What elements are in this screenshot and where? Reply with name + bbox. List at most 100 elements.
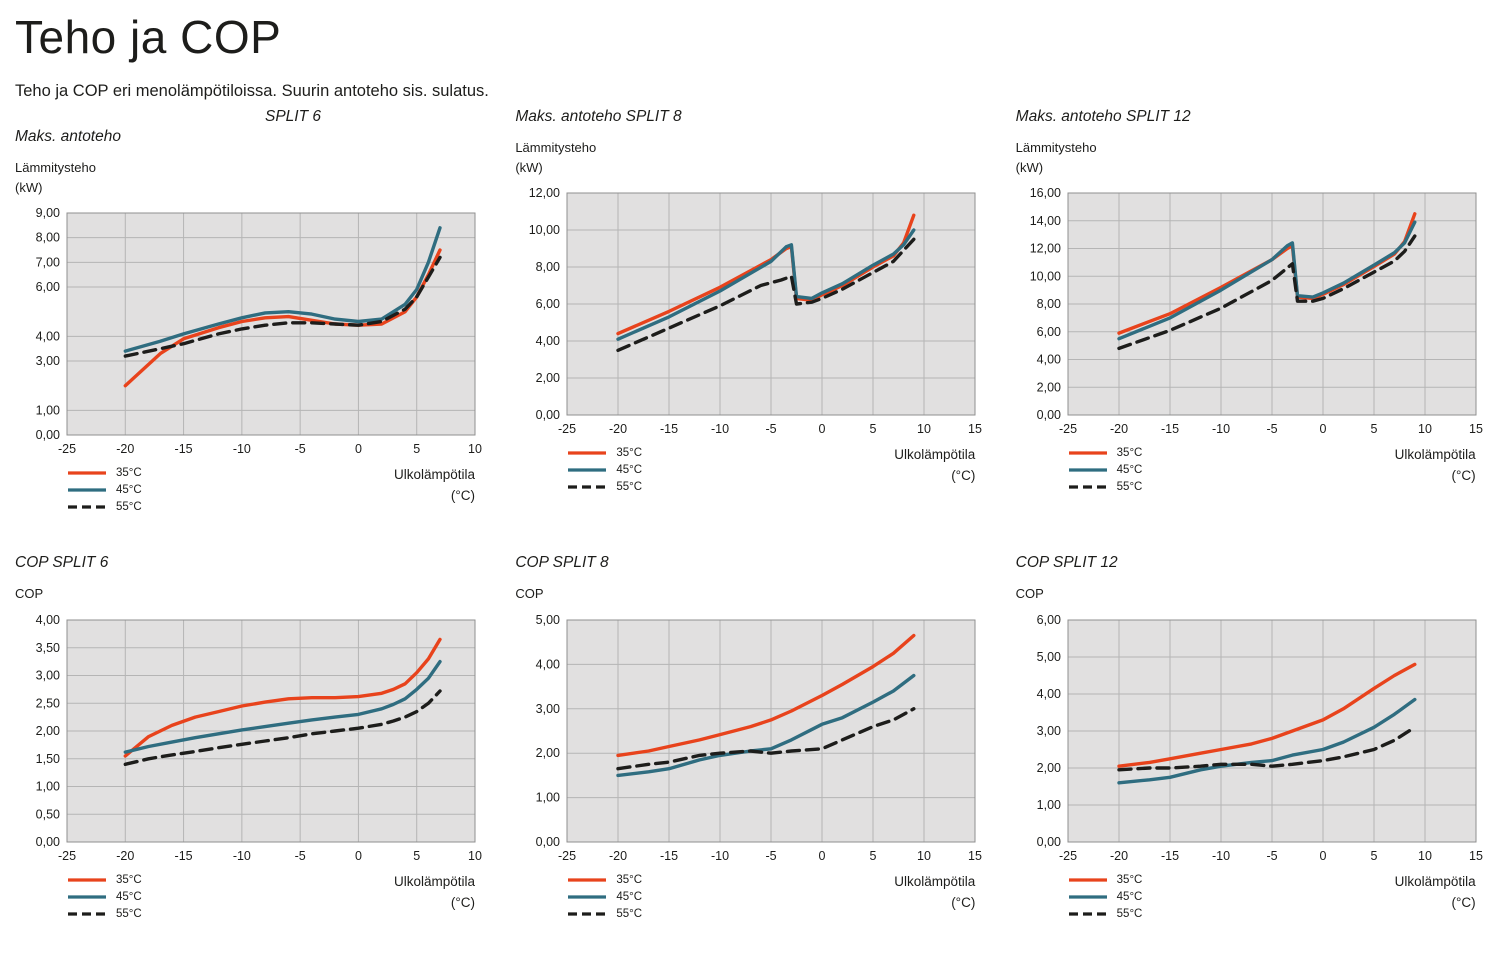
plot-area: 0,00 1,00 2,00 3,00 4,00 5,00 6,00 -25 -20 -15 -10… <box>1016 612 1502 870</box>
svg-text:2,00: 2,00 <box>36 724 60 738</box>
svg-text:-20: -20 <box>1110 849 1128 863</box>
svg-text:3,50: 3,50 <box>36 641 60 655</box>
svg-text:-25: -25 <box>1059 422 1077 436</box>
legend-swatch-icon <box>68 912 106 916</box>
series-line-1 <box>1116 220 1417 341</box>
svg-text:1,00: 1,00 <box>536 791 560 805</box>
svg-text:-25: -25 <box>58 442 76 456</box>
series-line-1 <box>123 660 442 755</box>
legend-swatch-icon <box>1068 451 1107 455</box>
plot-svg: 0,00 2,00 4,00 6,00 8,00 10,00 12,00 14,00 16,00… <box>1029 186 1482 436</box>
plot-area: 0,00 1,00 2,00 3,00 4,00 5,00 -25 -20 -15 -10 -5 0 5… <box>515 612 1001 870</box>
series-line-1 <box>123 226 442 354</box>
x-axis-label: Ulkolämpötila (°C) <box>393 874 475 910</box>
legend-swatch-icon <box>568 912 607 916</box>
chart-1: Maks. antoteho SPLIT 8 Lämmitysteho (kW) … <box>515 108 1001 518</box>
svg-text:12,00: 12,00 <box>529 186 560 200</box>
svg-text:-20: -20 <box>116 849 134 863</box>
svg-text:6,00: 6,00 <box>36 280 60 294</box>
x-axis-label: Ulkolämpötila (°C) <box>393 467 475 503</box>
chart-title: COP SPLIT 6 <box>15 554 109 572</box>
svg-text:4,00: 4,00 <box>1036 687 1060 701</box>
svg-text:8,00: 8,00 <box>1036 297 1060 311</box>
chart-4: COP SPLIT 8 COP 0,00 1,00 2,00 3,00 4,00 5,00… <box>515 554 1001 925</box>
y-axis-label: COP <box>15 586 44 602</box>
svg-text:5,00: 5,00 <box>1036 650 1060 664</box>
svg-text:8,00: 8,00 <box>536 260 560 274</box>
series-line-1 <box>1116 698 1417 785</box>
svg-text:0,50: 0,50 <box>36 808 60 822</box>
series-line-2 <box>1116 725 1417 772</box>
svg-text:5: 5 <box>1370 849 1377 863</box>
legend-item-1: 45°C <box>1068 464 1142 476</box>
plot-svg: 0,00 1,00 2,00 3,00 4,00 5,00 6,00 -25 -20 -15 -10… <box>1036 613 1482 863</box>
svg-text:5: 5 <box>413 442 420 456</box>
legend-item-0: 35°C <box>567 874 642 886</box>
svg-text:2,00: 2,00 <box>536 371 560 385</box>
svg-text:15: 15 <box>968 849 982 863</box>
svg-text:-20: -20 <box>609 849 627 863</box>
chart-footer: 35°C 45°C 55°C Ulkolämpötila (°C) <box>567 445 975 498</box>
svg-text:10: 10 <box>1418 849 1432 863</box>
svg-text:0,00: 0,00 <box>536 408 560 422</box>
y-axis-label: Lämmitysteho (kW) <box>1015 140 1097 175</box>
legend-label: 55°C <box>616 481 643 494</box>
chart-title: Maks. antoteho SPLIT 12 <box>1015 108 1191 126</box>
svg-text:3,00: 3,00 <box>36 669 60 683</box>
series-line-0 <box>123 637 442 758</box>
chart-title: Maks. antoteho SPLIT 8 <box>515 108 682 126</box>
svg-text:10: 10 <box>917 422 931 436</box>
svg-text:5: 5 <box>870 422 877 436</box>
svg-text:10: 10 <box>1418 422 1432 436</box>
svg-text:-25: -25 <box>58 849 76 863</box>
svg-text:4,00: 4,00 <box>1036 353 1060 367</box>
legend-swatch-icon <box>1068 485 1107 489</box>
legend: 35°C 45°C 55°C <box>567 445 642 498</box>
x-axis-label: Ulkolämpötila (°C) <box>894 874 976 910</box>
svg-text:-15: -15 <box>660 422 678 436</box>
legend: 35°C 45°C 55°C <box>67 872 142 925</box>
chart-footer: 35°C 45°C 55°C Ulkolämpötila (°C) <box>1068 872 1476 925</box>
legend-label: 55°C <box>616 908 643 921</box>
chart-footer: 35°C 45°C 55°C Ulkolämpötila (°C) <box>1068 445 1476 498</box>
svg-text:0: 0 <box>355 849 362 863</box>
series-line-2 <box>1116 234 1417 351</box>
legend-item-2: 55°C <box>567 908 642 920</box>
legend-label: 35°C <box>116 874 142 887</box>
svg-text:9,00: 9,00 <box>36 206 60 220</box>
chart-footer: 35°C 45°C 55°C Ulkolämpötila (°C) <box>67 465 475 518</box>
svg-text:0,00: 0,00 <box>36 835 60 849</box>
series-line-2 <box>616 237 916 353</box>
series-line-1 <box>616 228 916 342</box>
series-line-2 <box>123 689 442 767</box>
legend-label: 55°C <box>1116 908 1143 921</box>
svg-text:4,00: 4,00 <box>536 658 560 672</box>
svg-text:-10: -10 <box>711 422 729 436</box>
svg-text:12,00: 12,00 <box>1029 242 1060 256</box>
series-line-0 <box>616 634 916 758</box>
y-axis-label: COP <box>1015 586 1044 602</box>
chart-0: SPLIT 6 Maks. antoteho Lämmitysteho (kW) … <box>15 108 501 518</box>
svg-text:2,50: 2,50 <box>36 697 60 711</box>
svg-text:-15: -15 <box>175 849 193 863</box>
svg-text:0: 0 <box>1319 849 1326 863</box>
chart-title: Maks. antoteho <box>15 128 121 146</box>
svg-text:-15: -15 <box>660 849 678 863</box>
svg-text:3,00: 3,00 <box>36 354 60 368</box>
legend-label: 55°C <box>116 501 142 514</box>
y-axis-label: Lämmitysteho (kW) <box>15 160 96 195</box>
series-line-2 <box>616 707 916 771</box>
svg-text:15: 15 <box>968 422 982 436</box>
legend-swatch-icon <box>568 485 607 489</box>
svg-text:-25: -25 <box>558 849 576 863</box>
svg-text:-10: -10 <box>233 442 251 456</box>
legend-item-1: 45°C <box>67 484 142 496</box>
svg-text:0: 0 <box>1319 422 1326 436</box>
svg-text:7,00: 7,00 <box>36 256 60 270</box>
legend-label: 35°C <box>1116 447 1143 460</box>
x-axis-label: Ulkolämpötila (°C) <box>894 447 976 483</box>
page-subtitle: Teho ja COP eri menolämpötiloissa. Suuri… <box>15 82 489 100</box>
svg-text:10: 10 <box>917 849 931 863</box>
legend-item-0: 35°C <box>67 874 142 886</box>
chart-2: Maks. antoteho SPLIT 12 Lämmitysteho (kW)… <box>1016 108 1502 518</box>
